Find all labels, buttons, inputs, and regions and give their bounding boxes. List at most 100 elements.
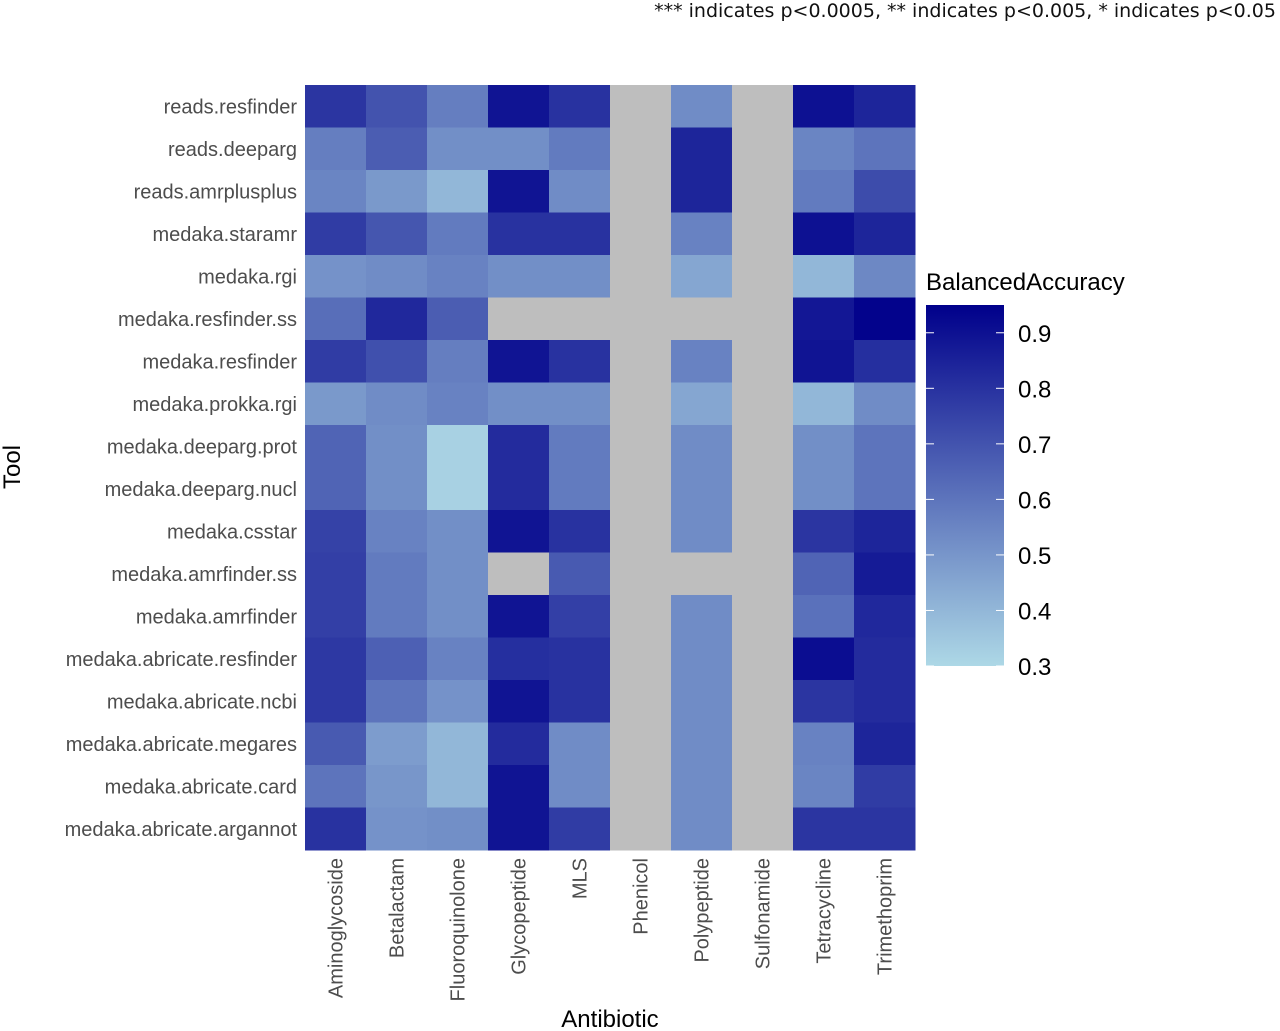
heatmap-cell [732, 85, 794, 128]
heatmap-cell [305, 510, 367, 553]
heatmap-cell [366, 297, 428, 341]
heatmap-cell [732, 255, 794, 298]
y-tick-label: reads.resfinder [164, 96, 298, 118]
heatmap-cell [488, 510, 550, 553]
heatmap-cell [671, 212, 733, 256]
heatmap-cell [610, 340, 672, 383]
legend-tick-label: 0.5 [1018, 543, 1051, 570]
heatmap-cell [610, 765, 672, 808]
y-tick-label: reads.deeparg [168, 139, 297, 161]
heatmap-cell [732, 807, 794, 851]
heatmap-cell [305, 382, 367, 426]
heatmap-cell [610, 722, 672, 766]
heatmap-cell [610, 595, 672, 638]
y-tick-label: medaka.deeparg.nucl [105, 479, 297, 501]
heatmap-cell [671, 467, 733, 511]
heatmap-cell [610, 297, 672, 341]
x-tick-label: Betalactam [387, 858, 409, 958]
heatmap-cell [610, 425, 672, 468]
heatmap-cell [671, 425, 733, 468]
significance-note: *** indicates p<0.0005, ** indicates p<0… [654, 0, 1276, 22]
heatmap-cell [854, 552, 916, 596]
heatmap-cell [305, 170, 367, 213]
heatmap-cell [854, 425, 916, 468]
heatmap-cell [305, 765, 367, 808]
y-tick-label: medaka.staramr [153, 224, 298, 246]
legend-tick-label: 0.8 [1018, 376, 1051, 403]
legend-tick-label: 0.4 [1018, 598, 1051, 625]
heatmap-cell [366, 467, 428, 511]
heatmap-cell [793, 765, 855, 808]
legend-title: BalancedAccuracy [926, 269, 1125, 296]
heatmap-cell [732, 510, 794, 553]
x-axis-title: Antibiotic [561, 1006, 658, 1031]
heatmap-cell [793, 467, 855, 511]
heatmap-cell [488, 340, 550, 383]
heatmap-cell [366, 340, 428, 383]
heatmap-cell [793, 595, 855, 638]
heatmap-cell [305, 425, 367, 468]
heatmap-cell [305, 552, 367, 596]
heatmap-cell [610, 467, 672, 511]
legend-tick-label: 0.9 [1018, 321, 1051, 348]
x-tick-label: Sulfonamide [753, 858, 775, 969]
heatmap-cell [732, 212, 794, 256]
heatmap-cell [854, 297, 916, 341]
heatmap-cell [793, 127, 855, 171]
y-tick-label: medaka.deeparg.prot [107, 436, 298, 458]
heatmap-cell [793, 340, 855, 383]
heatmap-cell [732, 425, 794, 468]
heatmap-cell [488, 637, 550, 681]
heatmap-cell [366, 807, 428, 851]
x-tick-label: Trimethoprim [875, 858, 897, 975]
heatmap-cell [732, 297, 794, 341]
heatmap-cell [732, 467, 794, 511]
y-tick-label: medaka.amrfinder.ss [111, 564, 297, 586]
heatmap-cells [305, 85, 916, 851]
heatmap-cell [549, 807, 611, 851]
heatmap-cell [488, 85, 550, 128]
x-tick-label: Phenicol [631, 858, 653, 935]
heatmap-cell [488, 170, 550, 213]
heatmap-cell [488, 807, 550, 851]
heatmap-cell [549, 425, 611, 468]
colorbar-legend: BalancedAccuracy 0.9 0.8 0.7 0.6 0.5 0.4 0.3 [926, 269, 1125, 681]
heatmap-cell [793, 552, 855, 596]
heatmap-cell [610, 255, 672, 298]
heatmap-cell [427, 680, 489, 723]
heatmap-cell [793, 807, 855, 851]
heatmap-cell [854, 467, 916, 511]
heatmap-cell [610, 85, 672, 128]
y-tick-label: medaka.csstar [167, 521, 297, 543]
heatmap-cell [366, 510, 428, 553]
heatmap-cell [549, 765, 611, 808]
heatmap-cell [793, 722, 855, 766]
heatmap-cell [549, 467, 611, 511]
heatmap-cell [488, 212, 550, 256]
heatmap-cell [488, 297, 550, 341]
y-tick-label: medaka.resfinder [142, 351, 297, 373]
heatmap-cell [427, 297, 489, 341]
heatmap-cell [671, 85, 733, 128]
heatmap-cell [427, 637, 489, 681]
heatmap-cell [305, 127, 367, 171]
heatmap-cell [549, 170, 611, 213]
heatmap-cell [610, 127, 672, 171]
heatmap-cell [793, 510, 855, 553]
heatmap-cell [610, 637, 672, 681]
heatmap-cell [427, 510, 489, 553]
heatmap-cell [610, 680, 672, 723]
heatmap-cell [549, 510, 611, 553]
y-tick-label: medaka.abricate.ncbi [107, 691, 297, 713]
heatmap-cell [671, 297, 733, 341]
heatmap-cell [427, 85, 489, 128]
y-axis-title: Tool [0, 445, 26, 489]
heatmap-cell [854, 680, 916, 723]
heatmap-cell [793, 680, 855, 723]
x-tick-labels: Aminoglycoside Betalactam Fluoroquinolone G… [326, 858, 897, 1001]
heatmap-cell [732, 382, 794, 426]
heatmap-cell [793, 85, 855, 128]
heatmap-cell [793, 170, 855, 213]
heatmap-cell [305, 212, 367, 256]
heatmap-cell [854, 170, 916, 213]
